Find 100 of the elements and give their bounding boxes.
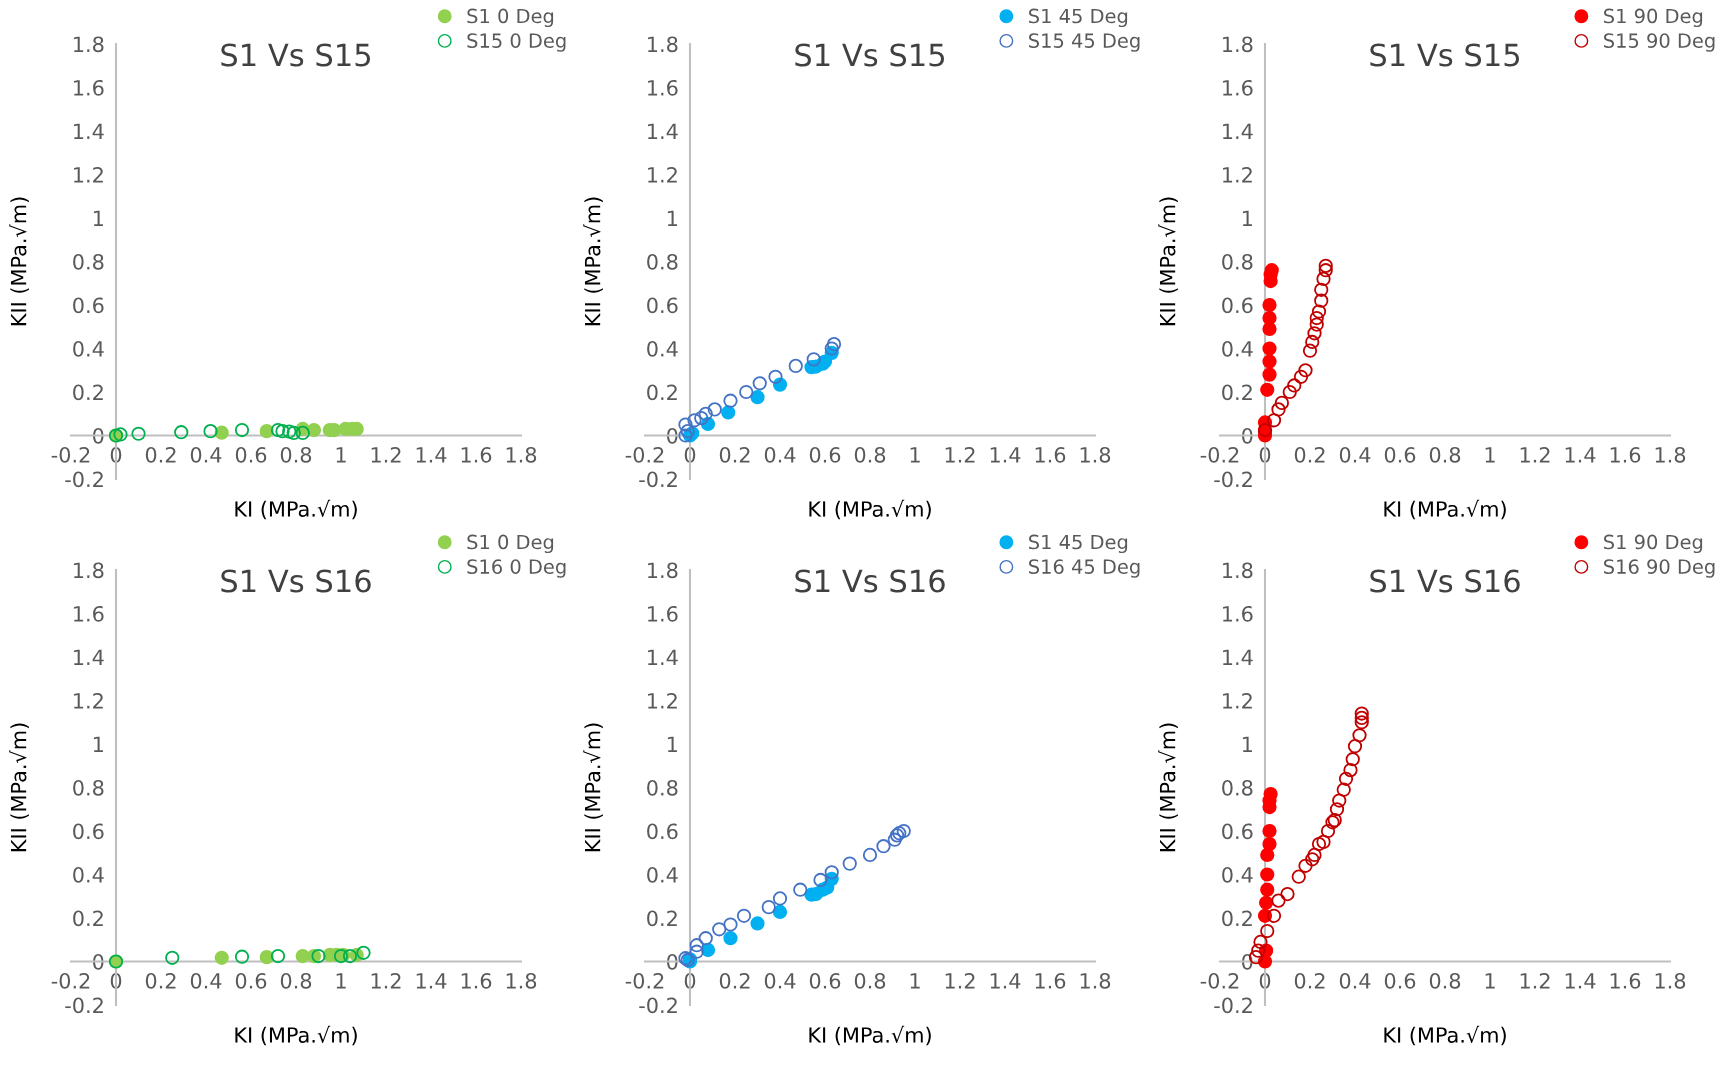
y-tick-label: 0.4	[73, 866, 104, 883]
y-tick-label: 1.2	[648, 692, 677, 709]
y-tick-label: 0.4	[647, 866, 678, 883]
x-tick-label: 1	[910, 973, 920, 989]
x-tick-label: 1.4	[416, 447, 447, 463]
x-tick-label: 0.4	[764, 446, 796, 463]
y-tick-label: 1.2	[648, 166, 677, 183]
x-tick-label: -0.2	[51, 972, 90, 989]
x-tick-label: 0.6	[235, 972, 267, 989]
x-tick-label: 1.8	[1655, 446, 1686, 463]
x-tick-label: 1.6	[1035, 972, 1066, 989]
y-axis-title: KII (MPa.√m)	[1158, 723, 1178, 852]
y-tick-label: 0.6	[647, 823, 678, 840]
x-tick-label: 0.2	[719, 446, 750, 463]
x-tick-label: 1	[336, 447, 346, 463]
y-tick-label: 0.4	[647, 340, 678, 357]
y-axis-title: KII (MPa.√m)	[9, 197, 29, 326]
y-tick-label: 0.2	[73, 384, 103, 401]
y-tick-label: 0.6	[1222, 297, 1253, 314]
y-tick-label: -0.2	[1214, 471, 1252, 488]
x-axis-title: KI (MPa.√m)	[1384, 1025, 1506, 1046]
legend-label: S1 90 Deg	[1604, 8, 1703, 28]
x-tick-label: 0.6	[1384, 446, 1416, 463]
y-tick-label: 0.2	[73, 910, 103, 927]
y-tick-label: 1.6	[74, 605, 104, 622]
x-tick-label: 1.8	[1080, 972, 1111, 989]
x-tick-label: 1.6	[1610, 972, 1641, 989]
y-tick-label: 0.4	[1222, 340, 1253, 357]
y-tick-label: 1	[1242, 210, 1252, 226]
y-axis-title: KII (MPa.√m)	[583, 197, 603, 326]
x-tick-label: 0.2	[1294, 446, 1325, 463]
x-tick-label: 1.8	[506, 446, 537, 463]
x-tick-label: 0.2	[1294, 972, 1325, 989]
x-tick-label: 1	[336, 973, 346, 989]
y-tick-label: 0.6	[647, 297, 678, 314]
x-tick-label: 0.4	[764, 972, 796, 989]
x-tick-label: 1	[1485, 973, 1495, 989]
x-axis-title: KI (MPa.√m)	[809, 499, 931, 520]
y-tick-label: 1.8	[1223, 36, 1253, 53]
y-tick-label: -0.2	[65, 997, 103, 1014]
x-tick-label: 1.2	[371, 446, 401, 463]
x-tick-label: 1.6	[1610, 446, 1641, 463]
x-tick-label: 1.2	[371, 972, 401, 989]
y-tick-label: 1.4	[1223, 123, 1253, 139]
y-tick-label: 1.8	[648, 36, 678, 53]
legend-label: S15 45 Deg	[1029, 33, 1140, 52]
x-tick-label: 0.6	[235, 446, 267, 463]
y-tick-label: 1	[667, 210, 677, 226]
chart-title: S1 Vs S15	[1370, 43, 1520, 67]
y-tick-label: 1.2	[1223, 692, 1252, 709]
x-tick-label: 1.4	[1565, 447, 1596, 463]
y-tick-label: 1.4	[648, 649, 678, 665]
y-tick-label: 0.8	[73, 779, 104, 796]
x-tick-label: -0.2	[1200, 446, 1239, 463]
y-tick-label: 1.4	[74, 649, 104, 665]
y-tick-label: 0.8	[1222, 253, 1253, 270]
y-tick-label: 1.8	[648, 562, 678, 579]
x-tick-label: 0.8	[1429, 972, 1461, 989]
y-tick-label: 1.6	[1223, 605, 1253, 622]
y-tick-label: 1.4	[74, 123, 104, 139]
x-tick-label: 0.6	[809, 446, 841, 463]
x-tick-label: 0.4	[1339, 446, 1371, 463]
x-tick-label: 0.8	[280, 972, 312, 989]
x-tick-label: 0.4	[1339, 972, 1371, 989]
legend-label: S1 90 Deg	[1604, 534, 1703, 554]
y-tick-label: 0.2	[1222, 384, 1252, 401]
x-tick-label: 1.2	[1520, 972, 1550, 989]
x-axis-title: KI (MPa.√m)	[235, 1025, 357, 1046]
x-axis-title: KI (MPa.√m)	[1384, 499, 1506, 520]
x-tick-label: -0.2	[625, 446, 664, 463]
legend-label: S1 0 Deg	[467, 534, 554, 554]
y-tick-label: 1.2	[74, 692, 103, 709]
legend-label: S1 45 Deg	[1029, 8, 1128, 28]
y-tick-label: 1	[667, 736, 677, 752]
y-tick-label: 0.4	[1222, 866, 1253, 883]
y-tick-label: 1.2	[74, 166, 103, 183]
y-tick-label: 0.2	[1222, 910, 1252, 927]
x-tick-label: 1.6	[461, 446, 492, 463]
y-tick-label: 0.8	[73, 253, 104, 270]
y-tick-label: -0.2	[1214, 997, 1252, 1014]
x-tick-label: 0.8	[280, 446, 312, 463]
y-axis-title: KII (MPa.√m)	[9, 723, 29, 852]
x-tick-label: -0.2	[51, 446, 90, 463]
y-tick-label: 1.6	[74, 79, 104, 96]
x-tick-label: -0.2	[625, 972, 664, 989]
chart-title: S1 Vs S16	[795, 569, 945, 593]
y-tick-label: 1.6	[648, 605, 678, 622]
y-axis-title: KII (MPa.√m)	[583, 723, 603, 852]
chart-title: S1 Vs S16	[221, 569, 371, 593]
y-tick-label: 1.2	[1223, 166, 1252, 183]
y-tick-label: 1.8	[74, 562, 104, 579]
x-tick-label: 0.6	[1384, 972, 1416, 989]
y-tick-label: 1.4	[648, 123, 678, 139]
y-tick-label: 1	[93, 210, 103, 226]
x-tick-label: 1.2	[945, 446, 975, 463]
x-tick-label: 1.4	[990, 447, 1021, 463]
x-tick-label: 0.8	[854, 972, 886, 989]
x-tick-label: 1.8	[1655, 972, 1686, 989]
x-tick-label: 0.6	[809, 972, 841, 989]
x-tick-label: 1	[1485, 447, 1495, 463]
